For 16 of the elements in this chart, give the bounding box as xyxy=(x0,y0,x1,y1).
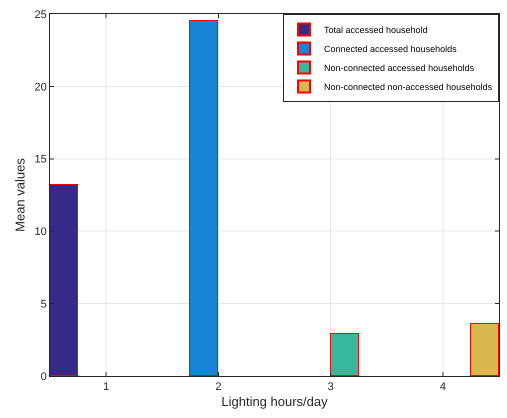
y-tick-label: 15 xyxy=(34,154,47,166)
y-tick-label: 10 xyxy=(34,226,47,238)
legend-label: Non-connected non-accessed households xyxy=(324,82,493,92)
y-axis-title: Mean values xyxy=(12,158,28,232)
x-axis-title: Lighting hours/day xyxy=(221,394,328,409)
x-tick-label: 2 xyxy=(215,381,222,394)
y-tick-label: 0 xyxy=(40,370,47,383)
x-tick-label: 3 xyxy=(328,381,334,394)
y-tick-label: 20 xyxy=(34,81,47,94)
legend-label: Total accessed household xyxy=(324,25,428,36)
x-tick-label: 1 xyxy=(103,381,110,394)
x-tick-label: 4 xyxy=(440,381,446,394)
y-tick-label: 25 xyxy=(34,8,47,21)
legend-label: Connected accessed households xyxy=(324,44,458,54)
y-tick-label: 5 xyxy=(40,298,47,310)
legend-label: Non-connected accessed households xyxy=(324,63,475,74)
